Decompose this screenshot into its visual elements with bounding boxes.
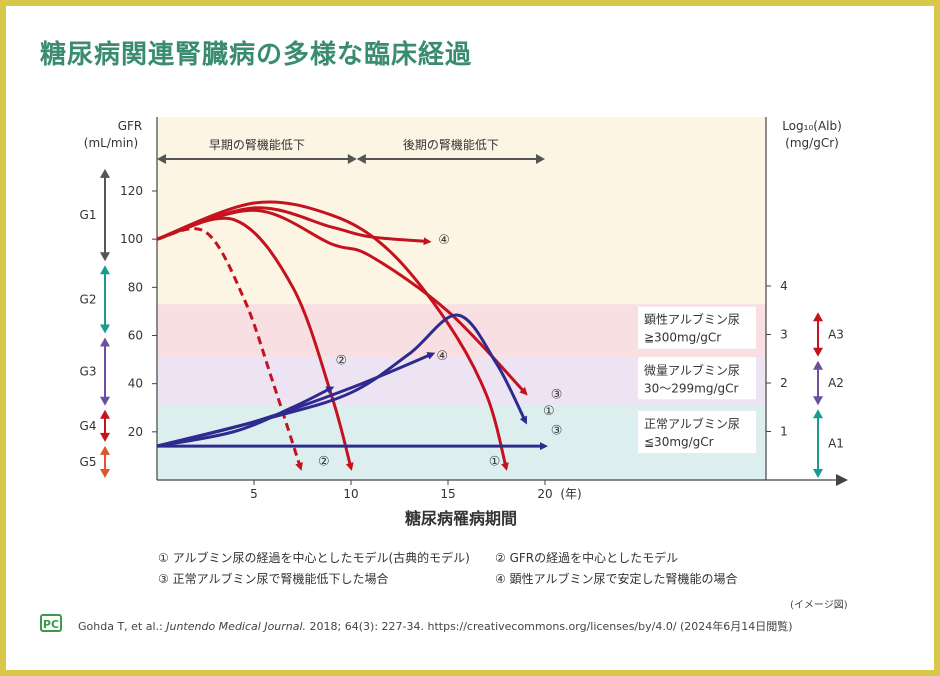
source-authors: Gohda T, et al.: xyxy=(78,620,167,633)
pc-logo-icon: PC xyxy=(40,614,62,632)
band-label-1: 微量アルブミン尿 xyxy=(644,362,740,377)
stage-A3-up-arrow-icon xyxy=(813,312,823,322)
gfr-curve-4 xyxy=(156,206,432,246)
stage-G4-down-arrow-icon xyxy=(100,432,110,442)
stage-label-A1: A1 xyxy=(828,437,844,451)
legend-item-1: ① アルブミン尿の経過を中心としたモデル(古典的モデル) xyxy=(158,551,470,565)
stage-label-G5: G5 xyxy=(80,455,97,469)
x-axis-unit: (年) xyxy=(560,487,581,501)
stage-A2-up-arrow-icon xyxy=(813,360,823,370)
stage-G3-down-arrow-icon xyxy=(100,396,110,406)
stage-label-A3: A3 xyxy=(828,328,844,342)
curve-label-6: ② xyxy=(318,455,330,470)
left-tick-label: 20 xyxy=(128,425,143,439)
stage-A3-down-arrow-icon xyxy=(813,347,823,357)
phase-arrow-left-icon xyxy=(356,154,366,164)
phase-arrow-right-icon xyxy=(536,154,545,164)
gfr-curve-2 xyxy=(156,227,303,471)
image-note: (イメージ図) xyxy=(790,600,848,611)
alb-curve-1 xyxy=(156,386,335,448)
curve-label-3: ② xyxy=(335,354,347,369)
left-tick-label: 80 xyxy=(128,280,143,294)
gfr-curve-0 xyxy=(156,200,509,471)
left-tick-label: 100 xyxy=(120,232,143,246)
stage-label-G3: G3 xyxy=(80,365,97,379)
curve-label-0: ④ xyxy=(438,233,450,248)
stage-G5-down-arrow-icon xyxy=(100,469,110,478)
page-title: 糖尿病関連腎臓病の多様な臨床経過 xyxy=(40,40,473,70)
legend-item-3: ③ 正常アルブミン尿で腎機能低下した場合 xyxy=(158,572,389,586)
x-axis-title: 糖尿病罹病期間 xyxy=(405,509,517,528)
x-axis-arrow-icon xyxy=(836,474,848,486)
curve-label-1: ③ xyxy=(551,387,563,402)
legend-item-4: ④ 顕性アルブミン尿で安定した腎機能の場合 xyxy=(495,572,738,586)
stage-G2-up-arrow-icon xyxy=(100,265,110,275)
legend-item-2: ② GFRの経過を中心としたモデル xyxy=(495,551,679,565)
right-tick-label: 3 xyxy=(780,328,788,342)
band-label-box-1 xyxy=(638,357,756,400)
right-tick-label: 2 xyxy=(780,376,788,390)
alb-curve-3 xyxy=(156,352,436,448)
left-axis-label-2: (mL/min) xyxy=(84,136,138,150)
band-threshold-1: 30〜299mg/gCr xyxy=(644,381,739,395)
stage-label-G1: G1 xyxy=(80,208,97,222)
x-tick-label: 20 xyxy=(537,487,552,501)
stage-G1-up-arrow-icon xyxy=(100,168,110,178)
stage-G4-up-arrow-icon xyxy=(100,409,110,419)
left-tick-label: 60 xyxy=(128,329,143,343)
x-tick-label: 10 xyxy=(343,487,358,501)
stage-G5-up-arrow-icon xyxy=(100,445,110,455)
stage-G1-down-arrow-icon xyxy=(100,252,110,262)
band-label-box-2 xyxy=(638,411,756,453)
stage-A2-down-arrow-icon xyxy=(813,396,823,406)
phase-arrow-right-icon xyxy=(347,154,357,164)
band-label-box-0 xyxy=(638,306,756,349)
band-label-2: 正常アルブミン尿 xyxy=(644,416,740,431)
stage-label-G2: G2 xyxy=(80,292,97,306)
curve-label-5: ③ xyxy=(551,423,563,438)
right-axis-label-1: Log₁₀(Alb) xyxy=(782,119,842,133)
stage-G3-up-arrow-icon xyxy=(100,337,110,347)
left-tick-label: 120 xyxy=(120,184,143,198)
band-threshold-0: ≧300mg/gCr xyxy=(644,331,721,345)
stage-label-G4: G4 xyxy=(80,419,97,433)
source-rest: 2018; 64(3): 227-34. https://creativecom… xyxy=(306,620,793,633)
phase-label-1: 後期の腎機能低下 xyxy=(403,137,499,152)
phase-label-0: 早期の腎機能低下 xyxy=(209,137,305,152)
band-threshold-2: ≦30mg/gCr xyxy=(644,435,714,449)
curve-label-4: ④ xyxy=(436,349,448,364)
phase-arrow-left-icon xyxy=(157,154,166,164)
x-tick-label: 15 xyxy=(440,487,455,501)
x-tick-label: 5 xyxy=(250,487,258,501)
curve-label-7: ① xyxy=(489,455,501,470)
right-tick-label: 4 xyxy=(780,279,788,293)
source-journal: Juntendo Medical Journal. xyxy=(166,620,307,633)
curve-label-2: ① xyxy=(543,404,555,419)
left-tick-label: 40 xyxy=(128,377,143,391)
stage-A1-up-arrow-icon xyxy=(813,409,823,419)
band-label-0: 顕性アルブミン尿 xyxy=(644,312,740,327)
stage-A1-down-arrow-icon xyxy=(813,469,823,478)
right-axis-label-2: (mg/gCr) xyxy=(785,136,839,150)
left-axis-label-1: GFR xyxy=(118,119,143,133)
stage-G2-down-arrow-icon xyxy=(100,324,110,334)
stage-label-A2: A2 xyxy=(828,376,844,390)
source-citation: Gohda T, et al.: Juntendo Medical Journa… xyxy=(78,618,793,634)
right-tick-label: 1 xyxy=(780,425,788,439)
